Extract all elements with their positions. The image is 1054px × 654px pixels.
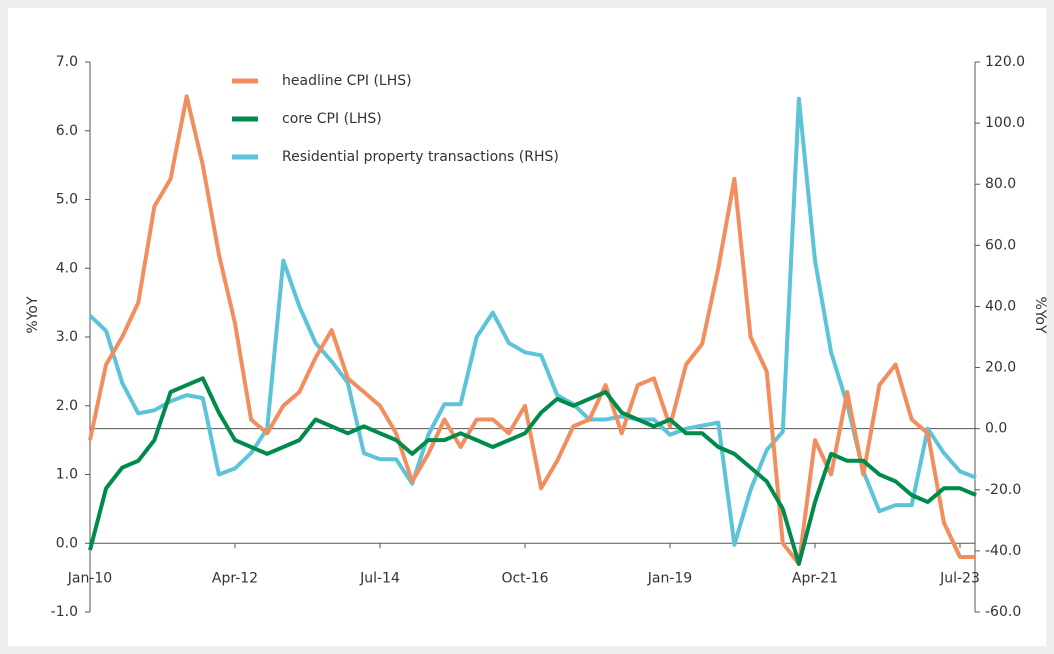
y-tick-label: 4.0	[56, 260, 78, 276]
y2-tick-label: 80.0	[985, 176, 1016, 192]
y2-tick-label: 100.0	[985, 115, 1025, 131]
panel	[8, 8, 1046, 646]
y2-tick-label: 60.0	[985, 237, 1016, 253]
legend-label: Residential property transactions (RHS)	[282, 149, 559, 165]
y2-tick-label: -60.0	[985, 604, 1021, 620]
series-line	[88, 376, 977, 566]
y-tick-label: 0.0	[56, 535, 78, 551]
y-tick-label: 5.0	[56, 192, 78, 208]
legend-label: core CPI (LHS)	[282, 111, 382, 127]
x-tick-label: Jan-10	[67, 570, 112, 586]
y2-tick-label: 120.0	[985, 54, 1025, 70]
y-tick-label: -1.0	[51, 604, 78, 620]
y-tick-label: 1.0	[56, 467, 78, 483]
y2-tick-label: 0.0	[985, 421, 1007, 437]
x-tick-label: Apr-12	[212, 570, 258, 586]
series-line	[88, 96, 977, 547]
y2-tick-label: -20.0	[985, 482, 1021, 498]
y2-axis-label: %YoY	[1032, 296, 1048, 334]
x-tick-label: Apr-21	[792, 570, 838, 586]
x-tick-label: Oct-16	[501, 570, 548, 586]
x-tick-label: Jan-19	[647, 570, 692, 586]
y-tick-label: 6.0	[56, 123, 78, 139]
y-tick-label: 7.0	[56, 54, 78, 70]
series-line	[88, 94, 977, 566]
y2-tick-label: 40.0	[985, 298, 1016, 314]
y2-tick-label: -40.0	[985, 543, 1021, 559]
legend-label: headline CPI (LHS)	[282, 73, 412, 89]
y-axis-label: %YoY	[25, 296, 41, 334]
y-tick-label: 2.0	[56, 398, 78, 414]
y-tick-label: 3.0	[56, 329, 78, 345]
y2-tick-label: 20.0	[985, 360, 1016, 376]
x-tick-label: Jul-23	[939, 570, 980, 586]
x-tick-label: Jul-14	[359, 570, 400, 586]
